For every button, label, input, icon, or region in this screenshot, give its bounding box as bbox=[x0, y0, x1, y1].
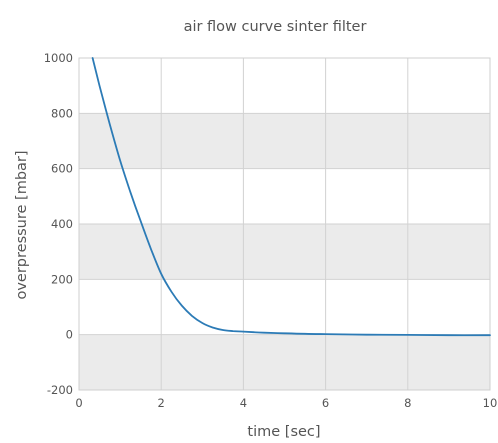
y-tick-label: 200 bbox=[51, 272, 73, 286]
x-tick-label: 2 bbox=[158, 396, 165, 410]
y-tick-label: -200 bbox=[47, 383, 73, 397]
x-tick-label: 8 bbox=[404, 396, 411, 410]
plot-background-bands bbox=[79, 113, 490, 390]
x-tick-label: 0 bbox=[75, 396, 82, 410]
y-tick-label: 800 bbox=[51, 106, 73, 120]
chart-title: air flow curve sinter filter bbox=[184, 19, 367, 35]
x-tick-labels: 0 2 4 6 8 10 bbox=[75, 396, 497, 410]
x-tick-label: 10 bbox=[483, 396, 498, 410]
grid-lines bbox=[79, 58, 490, 390]
background-band bbox=[79, 224, 490, 280]
y-tick-label: 600 bbox=[51, 162, 73, 176]
y-tick-labels: -200 0 200 400 600 800 1000 bbox=[44, 51, 73, 397]
x-tick-label: 6 bbox=[322, 396, 329, 410]
background-band bbox=[79, 334, 490, 390]
data-series bbox=[91, 57, 491, 337]
y-tick-label: 1000 bbox=[44, 51, 73, 65]
background-band bbox=[79, 113, 490, 169]
x-tick-label: 4 bbox=[240, 396, 247, 410]
x-axis-label: time [sec] bbox=[247, 424, 320, 440]
plot-frame bbox=[78, 57, 491, 391]
y-axis-label: overpressure [mbar] bbox=[14, 150, 30, 299]
y-tick-label: 0 bbox=[66, 328, 73, 342]
series-line bbox=[91, 57, 491, 337]
y-tick-label: 400 bbox=[51, 217, 73, 231]
